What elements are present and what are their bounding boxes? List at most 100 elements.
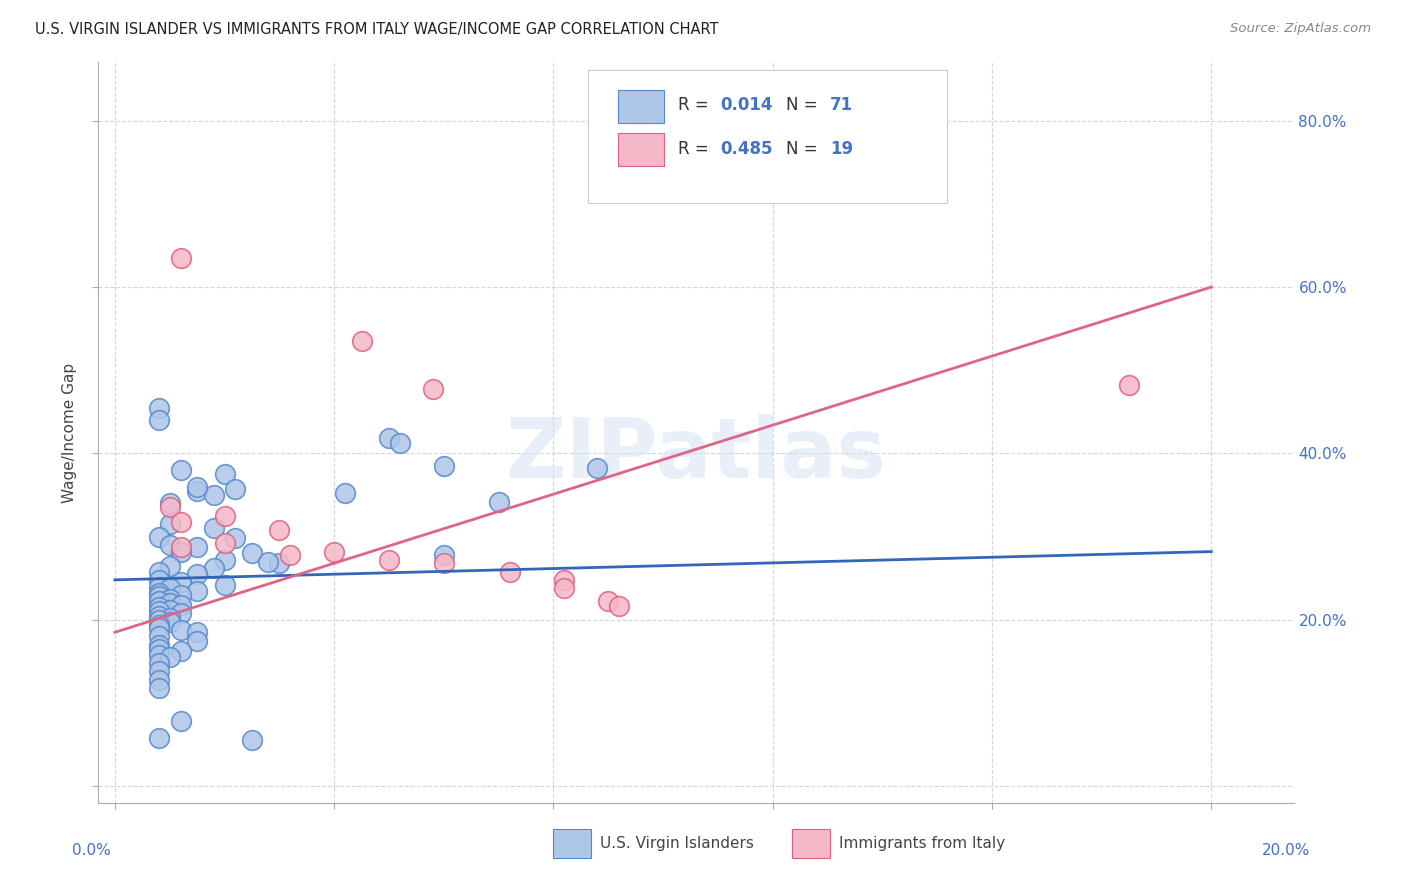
Point [148,656,170,670]
Point [169,540,191,554]
Point [240,546,263,560]
Point [607,599,630,613]
Point [169,251,191,265]
Point [148,401,170,415]
Text: 0.485: 0.485 [720,140,772,158]
Point [148,638,170,652]
Point [186,583,208,598]
Point [148,594,170,608]
Point [169,598,191,612]
Point [159,581,181,595]
Point [202,521,225,535]
Point [169,515,191,529]
Y-axis label: Wage/Income Gap: Wage/Income Gap [62,362,77,503]
Point [186,633,208,648]
Point [378,553,401,567]
Text: R =: R = [678,140,714,158]
FancyBboxPatch shape [589,70,948,203]
Point [422,382,444,396]
Point [202,488,225,502]
Point [169,714,191,729]
Point [186,483,208,498]
Point [378,432,401,446]
Point [488,494,510,508]
Point [169,463,191,477]
Point [202,561,225,575]
FancyBboxPatch shape [619,133,664,166]
Point [148,629,170,643]
Text: U.S. VIRGIN ISLANDER VS IMMIGRANTS FROM ITALY WAGE/INCOME GAP CORRELATION CHART: U.S. VIRGIN ISLANDER VS IMMIGRANTS FROM … [35,22,718,37]
Point [323,544,346,558]
Point [586,461,609,475]
Point [148,573,170,587]
Text: 20.0%: 20.0% [1263,843,1310,858]
Point [498,565,520,579]
Point [598,594,620,608]
Point [148,530,170,544]
Text: ZIPatlas: ZIPatlas [506,414,886,495]
Point [159,615,181,630]
Point [148,665,170,679]
Text: 0.014: 0.014 [720,96,772,114]
Point [148,580,170,594]
Point [148,648,170,662]
Text: U.S. Virgin Islanders: U.S. Virgin Islanders [600,836,754,851]
Point [159,558,181,573]
Point [159,517,181,532]
Text: R =: R = [678,96,714,114]
Point [148,590,170,604]
Point [159,650,181,665]
Point [278,548,301,562]
Point [224,482,246,496]
Point [148,673,170,687]
Point [269,523,291,537]
Point [148,731,170,745]
Point [169,588,191,602]
Point [169,575,191,590]
Point [214,553,236,567]
Text: 71: 71 [830,96,853,114]
Text: Immigrants from Italy: Immigrants from Italy [839,836,1005,851]
Point [148,413,170,427]
Text: Source: ZipAtlas.com: Source: ZipAtlas.com [1230,22,1371,36]
Point [433,556,456,570]
Point [186,540,208,554]
Point [169,623,191,637]
Point [433,548,456,562]
Point [269,556,291,570]
Text: 19: 19 [830,140,853,158]
Point [148,565,170,579]
Point [159,500,181,515]
Point [553,573,575,587]
Point [148,600,170,615]
Point [148,621,170,635]
Point [257,555,280,569]
Point [350,334,373,348]
Point [159,592,181,607]
Point [214,536,236,550]
FancyBboxPatch shape [792,829,830,858]
Point [169,544,191,558]
Point [186,625,208,640]
FancyBboxPatch shape [619,90,664,123]
Point [159,496,181,510]
Point [148,605,170,619]
Point [214,508,236,523]
Text: N =: N = [786,140,823,158]
Point [159,603,181,617]
Point [224,531,246,545]
FancyBboxPatch shape [553,829,591,858]
Point [186,567,208,582]
Point [1118,378,1140,392]
Text: 0.0%: 0.0% [72,843,111,858]
Point [214,467,236,482]
Text: N =: N = [786,96,823,114]
Point [240,733,263,747]
Point [159,596,181,610]
Point [169,606,191,620]
Point [159,611,181,625]
Point [148,586,170,600]
Point [159,538,181,552]
Point [214,578,236,592]
Point [553,581,575,595]
